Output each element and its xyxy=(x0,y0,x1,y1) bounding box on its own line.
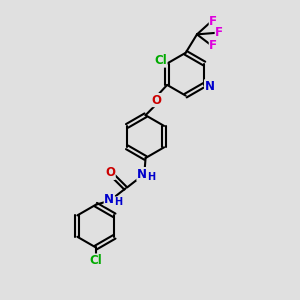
Text: Cl: Cl xyxy=(89,254,102,267)
Text: N: N xyxy=(137,168,147,181)
Text: H: H xyxy=(114,197,122,207)
Text: O: O xyxy=(105,167,115,179)
Text: F: F xyxy=(209,15,217,28)
Text: F: F xyxy=(209,39,217,52)
Text: O: O xyxy=(151,94,161,106)
Text: F: F xyxy=(215,26,223,39)
Text: H: H xyxy=(147,172,155,182)
Text: N: N xyxy=(205,80,214,93)
Text: Cl: Cl xyxy=(154,54,167,67)
Text: N: N xyxy=(104,193,114,206)
